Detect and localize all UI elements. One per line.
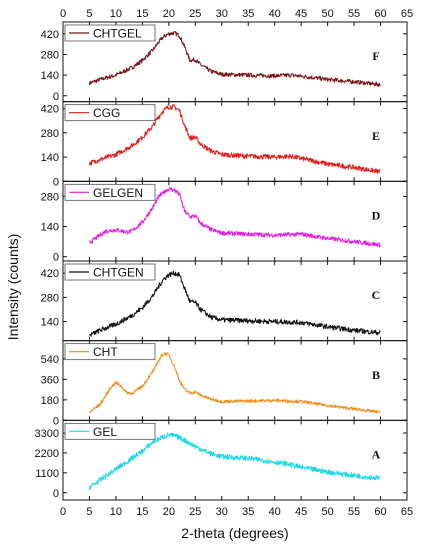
y-tick-label: 420 bbox=[41, 29, 59, 41]
top-x-tick-label: 55 bbox=[348, 8, 360, 20]
panel-cgg: 0 140 280 420 CGG E bbox=[41, 101, 408, 188]
panel-gel: 0 1100 2200 3300 GEL A bbox=[35, 419, 408, 501]
y-tick-label: 280 bbox=[41, 292, 59, 304]
bottom-x-axis: 0 5 10 15 20 25 30 35 40 45 50 55 60 65 bbox=[60, 506, 413, 518]
bottom-x-tick-label: 25 bbox=[189, 506, 201, 518]
y-tick-label: 0 bbox=[53, 252, 59, 264]
top-x-tick-label: 40 bbox=[269, 8, 281, 20]
panel-letter: E bbox=[372, 129, 380, 143]
series-line-chtgel bbox=[88, 31, 381, 87]
y-tick-label: 420 bbox=[41, 268, 59, 280]
top-x-tick-label: 10 bbox=[110, 8, 122, 20]
panel-chtgel: 0 140 280 420 CHTGEL F bbox=[41, 21, 408, 103]
legend-box bbox=[64, 263, 156, 281]
bottom-x-tick-label: 55 bbox=[348, 506, 360, 518]
panel-letter: C bbox=[372, 288, 381, 302]
panel-gelgen: 0 140 280 GELGEN D bbox=[41, 180, 408, 264]
legend-box bbox=[64, 24, 156, 42]
panel-letter: A bbox=[372, 448, 381, 462]
y-tick-label: 540 bbox=[41, 354, 59, 366]
x-axis-title: 2-theta (degrees) bbox=[181, 525, 288, 541]
top-x-tick-label: 65 bbox=[401, 8, 413, 20]
series-line-chtgen bbox=[89, 270, 381, 337]
top-x-tick-label: 45 bbox=[295, 8, 307, 20]
bottom-x-tick-label: 40 bbox=[269, 506, 281, 518]
y-tick-label: 280 bbox=[41, 191, 59, 203]
top-x-tick-label: 15 bbox=[136, 8, 148, 20]
bottom-x-tick-label: 60 bbox=[374, 506, 386, 518]
y-tick-label: 0 bbox=[53, 176, 59, 188]
legend-box bbox=[64, 183, 156, 201]
y-tick-label: 280 bbox=[41, 49, 59, 61]
bottom-x-tick-label: 30 bbox=[216, 506, 228, 518]
top-x-tick-label: 30 bbox=[216, 8, 228, 20]
y-tick-label: 0 bbox=[53, 415, 59, 427]
top-x-tick-label: 25 bbox=[189, 8, 201, 20]
bottom-x-tick-label: 5 bbox=[86, 506, 92, 518]
top-x-tick-label: 50 bbox=[321, 8, 333, 20]
series-line-gelgen bbox=[89, 187, 381, 248]
y-tick-label: 140 bbox=[41, 70, 59, 82]
legend-box bbox=[64, 343, 156, 361]
panel-letter: B bbox=[372, 368, 380, 382]
panel-cht: 0 180 360 540 CHT B bbox=[41, 340, 408, 427]
top-x-tick-label: 0 bbox=[60, 8, 66, 20]
panel-frame bbox=[62, 419, 408, 501]
bottom-x-tick-label: 35 bbox=[242, 506, 254, 518]
bottom-x-tick-label: 10 bbox=[110, 506, 122, 518]
bottom-x-tick-label: 65 bbox=[401, 506, 413, 518]
y-tick-label: 0 bbox=[53, 91, 59, 103]
top-x-tick-label: 20 bbox=[163, 8, 175, 20]
y-tick-label: 140 bbox=[41, 317, 59, 329]
bottom-x-tick-label: 50 bbox=[321, 506, 333, 518]
y-tick-label: 0 bbox=[53, 488, 59, 500]
bottom-x-tick-label: 45 bbox=[295, 506, 307, 518]
panel-letter: F bbox=[372, 49, 379, 63]
top-x-axis: 0 5 10 15 20 25 30 35 40 45 50 55 60 65 bbox=[60, 8, 413, 20]
y-tick-label: 3300 bbox=[35, 428, 59, 440]
legend-label: GELGEN bbox=[93, 186, 143, 200]
panel-letter: D bbox=[372, 209, 381, 223]
y-tick-label: 180 bbox=[41, 395, 59, 407]
bottom-x-tick-label: 15 bbox=[136, 506, 148, 518]
legend-box bbox=[64, 104, 156, 122]
y-tick-label: 360 bbox=[41, 374, 59, 386]
legend-label: GEL bbox=[93, 425, 117, 439]
bottom-x-tick-label: 0 bbox=[60, 506, 66, 518]
y-axis-title: Intensity (counts) bbox=[5, 234, 21, 341]
y-tick-label: 140 bbox=[41, 222, 59, 234]
panel-chtgen: 140 280 420 CHTGEN C bbox=[41, 260, 408, 342]
series-line-cgg bbox=[88, 104, 381, 174]
y-tick-label: 2200 bbox=[35, 448, 59, 460]
series-line-cht bbox=[88, 352, 381, 414]
series-line-gel bbox=[88, 432, 381, 490]
y-tick-label: 1100 bbox=[35, 468, 59, 480]
bottom-x-tick-label: 20 bbox=[163, 506, 175, 518]
top-x-tick-label: 35 bbox=[242, 8, 254, 20]
legend-label: CHT bbox=[93, 345, 118, 359]
y-tick-label: 280 bbox=[41, 128, 59, 140]
legend-label: CHTGEL bbox=[93, 27, 142, 41]
legend-label: CHTGEN bbox=[93, 266, 144, 280]
top-x-tick-label: 5 bbox=[86, 8, 92, 20]
y-tick-label: 420 bbox=[41, 104, 59, 116]
y-tick-label: 140 bbox=[41, 152, 59, 164]
top-x-tick-label: 60 bbox=[374, 8, 386, 20]
legend-box bbox=[64, 422, 156, 440]
legend-label: CGG bbox=[93, 106, 120, 120]
